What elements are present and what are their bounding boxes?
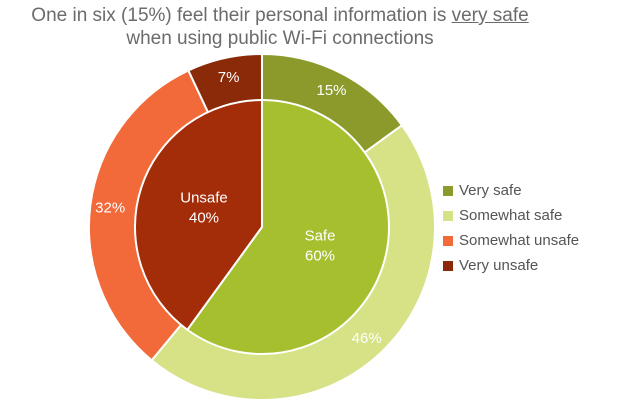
inner-slice-safe: [185, 98, 390, 355]
title-emphasis: very safe: [451, 5, 529, 26]
legend-swatch: [443, 210, 453, 221]
legend-label: Somewhat unsafe: [459, 232, 580, 249]
title-line-2: when using public Wi-Fi connections: [126, 28, 434, 49]
outer-label-very-unsafe: 7%: [218, 69, 240, 86]
legend-swatch: [443, 260, 453, 271]
title-prefix: One in six (15%) feel their personal inf…: [31, 5, 452, 26]
data-labels: 15% 46% 32% 7% Safe 60% Unsafe 40%: [95, 69, 382, 347]
legend-label: Somewhat safe: [459, 207, 563, 224]
legend-item-very-safe: Very safe: [443, 178, 579, 203]
outer-label-somewhat-safe: 46%: [352, 330, 382, 347]
inner-value-unsafe: 40%: [189, 210, 219, 227]
inner-slice-unsafe: [134, 98, 263, 332]
chart-title: One in six (15%) feel their personal inf…: [0, 4, 560, 50]
legend-item-very-unsafe: Very unsafe: [443, 253, 579, 278]
legend-item-somewhat-safe: Somewhat safe: [443, 203, 579, 228]
outer-label-somewhat-unsafe: 32%: [95, 199, 125, 216]
inner-pie: [134, 98, 390, 355]
title-line-1: One in six (15%) feel their personal inf…: [0, 4, 560, 27]
inner-value-safe: 60%: [305, 247, 335, 264]
legend-label: Very unsafe: [459, 257, 539, 274]
legend-label: Very safe: [459, 182, 522, 199]
legend-swatch: [443, 185, 453, 196]
outer-label-very-safe: 15%: [316, 82, 346, 99]
inner-name-unsafe: Unsafe: [180, 190, 228, 207]
inner-name-safe: Safe: [305, 227, 336, 244]
legend-item-somewhat-unsafe: Somewhat unsafe: [443, 228, 579, 253]
legend-swatch: [443, 235, 453, 246]
legend: Very safe Somewhat safe Somewhat unsafe …: [443, 178, 579, 278]
